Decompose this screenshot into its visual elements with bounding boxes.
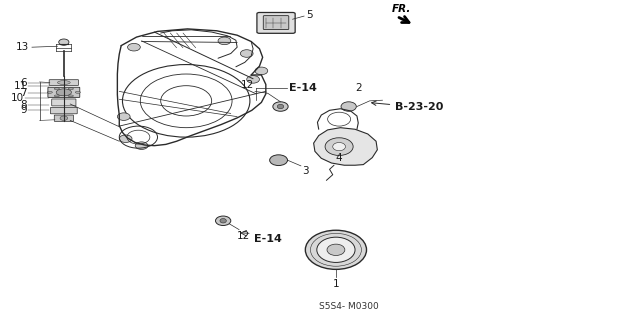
Ellipse shape: [76, 92, 81, 93]
Ellipse shape: [59, 39, 69, 45]
Text: 5: 5: [307, 11, 313, 20]
Ellipse shape: [327, 244, 345, 255]
Text: E-14: E-14: [253, 234, 282, 244]
Ellipse shape: [54, 95, 60, 97]
Ellipse shape: [218, 37, 231, 45]
Text: 3: 3: [302, 166, 308, 177]
Ellipse shape: [341, 102, 356, 111]
Ellipse shape: [47, 92, 52, 93]
Ellipse shape: [269, 155, 287, 165]
Ellipse shape: [135, 142, 148, 149]
Text: 1: 1: [333, 279, 339, 289]
Text: 9: 9: [20, 105, 27, 115]
Text: 8: 8: [20, 100, 27, 110]
Text: 2: 2: [355, 83, 362, 93]
Ellipse shape: [68, 88, 74, 90]
Ellipse shape: [119, 135, 132, 142]
Ellipse shape: [325, 138, 353, 156]
FancyBboxPatch shape: [54, 115, 74, 121]
Ellipse shape: [255, 67, 268, 75]
Ellipse shape: [241, 50, 253, 57]
Ellipse shape: [317, 237, 355, 262]
Ellipse shape: [305, 230, 367, 269]
Text: S5S4- M0300: S5S4- M0300: [319, 302, 378, 311]
Polygon shape: [314, 128, 378, 165]
Ellipse shape: [216, 216, 231, 226]
Text: 12: 12: [237, 231, 250, 241]
Text: 12: 12: [241, 80, 253, 90]
Ellipse shape: [117, 113, 130, 120]
Ellipse shape: [127, 44, 140, 51]
FancyBboxPatch shape: [49, 80, 79, 85]
FancyBboxPatch shape: [52, 99, 76, 106]
FancyBboxPatch shape: [48, 87, 80, 97]
Ellipse shape: [220, 219, 227, 223]
Ellipse shape: [333, 142, 346, 151]
Text: 6: 6: [20, 77, 27, 88]
Ellipse shape: [277, 104, 284, 109]
Ellipse shape: [246, 76, 259, 83]
Text: FR.: FR.: [392, 4, 411, 14]
Ellipse shape: [58, 81, 70, 84]
Text: 11: 11: [13, 81, 27, 91]
FancyBboxPatch shape: [51, 108, 77, 114]
Ellipse shape: [56, 89, 72, 96]
Text: 13: 13: [16, 42, 29, 52]
Ellipse shape: [68, 95, 74, 97]
Ellipse shape: [54, 88, 60, 90]
Ellipse shape: [273, 102, 288, 111]
Text: B-23-20: B-23-20: [372, 101, 444, 112]
FancyBboxPatch shape: [257, 12, 295, 33]
Text: 4: 4: [335, 153, 342, 163]
Ellipse shape: [60, 116, 68, 120]
FancyBboxPatch shape: [263, 16, 289, 29]
Text: 7: 7: [20, 88, 27, 98]
Text: E-14: E-14: [289, 83, 317, 92]
Text: 10: 10: [11, 93, 24, 103]
